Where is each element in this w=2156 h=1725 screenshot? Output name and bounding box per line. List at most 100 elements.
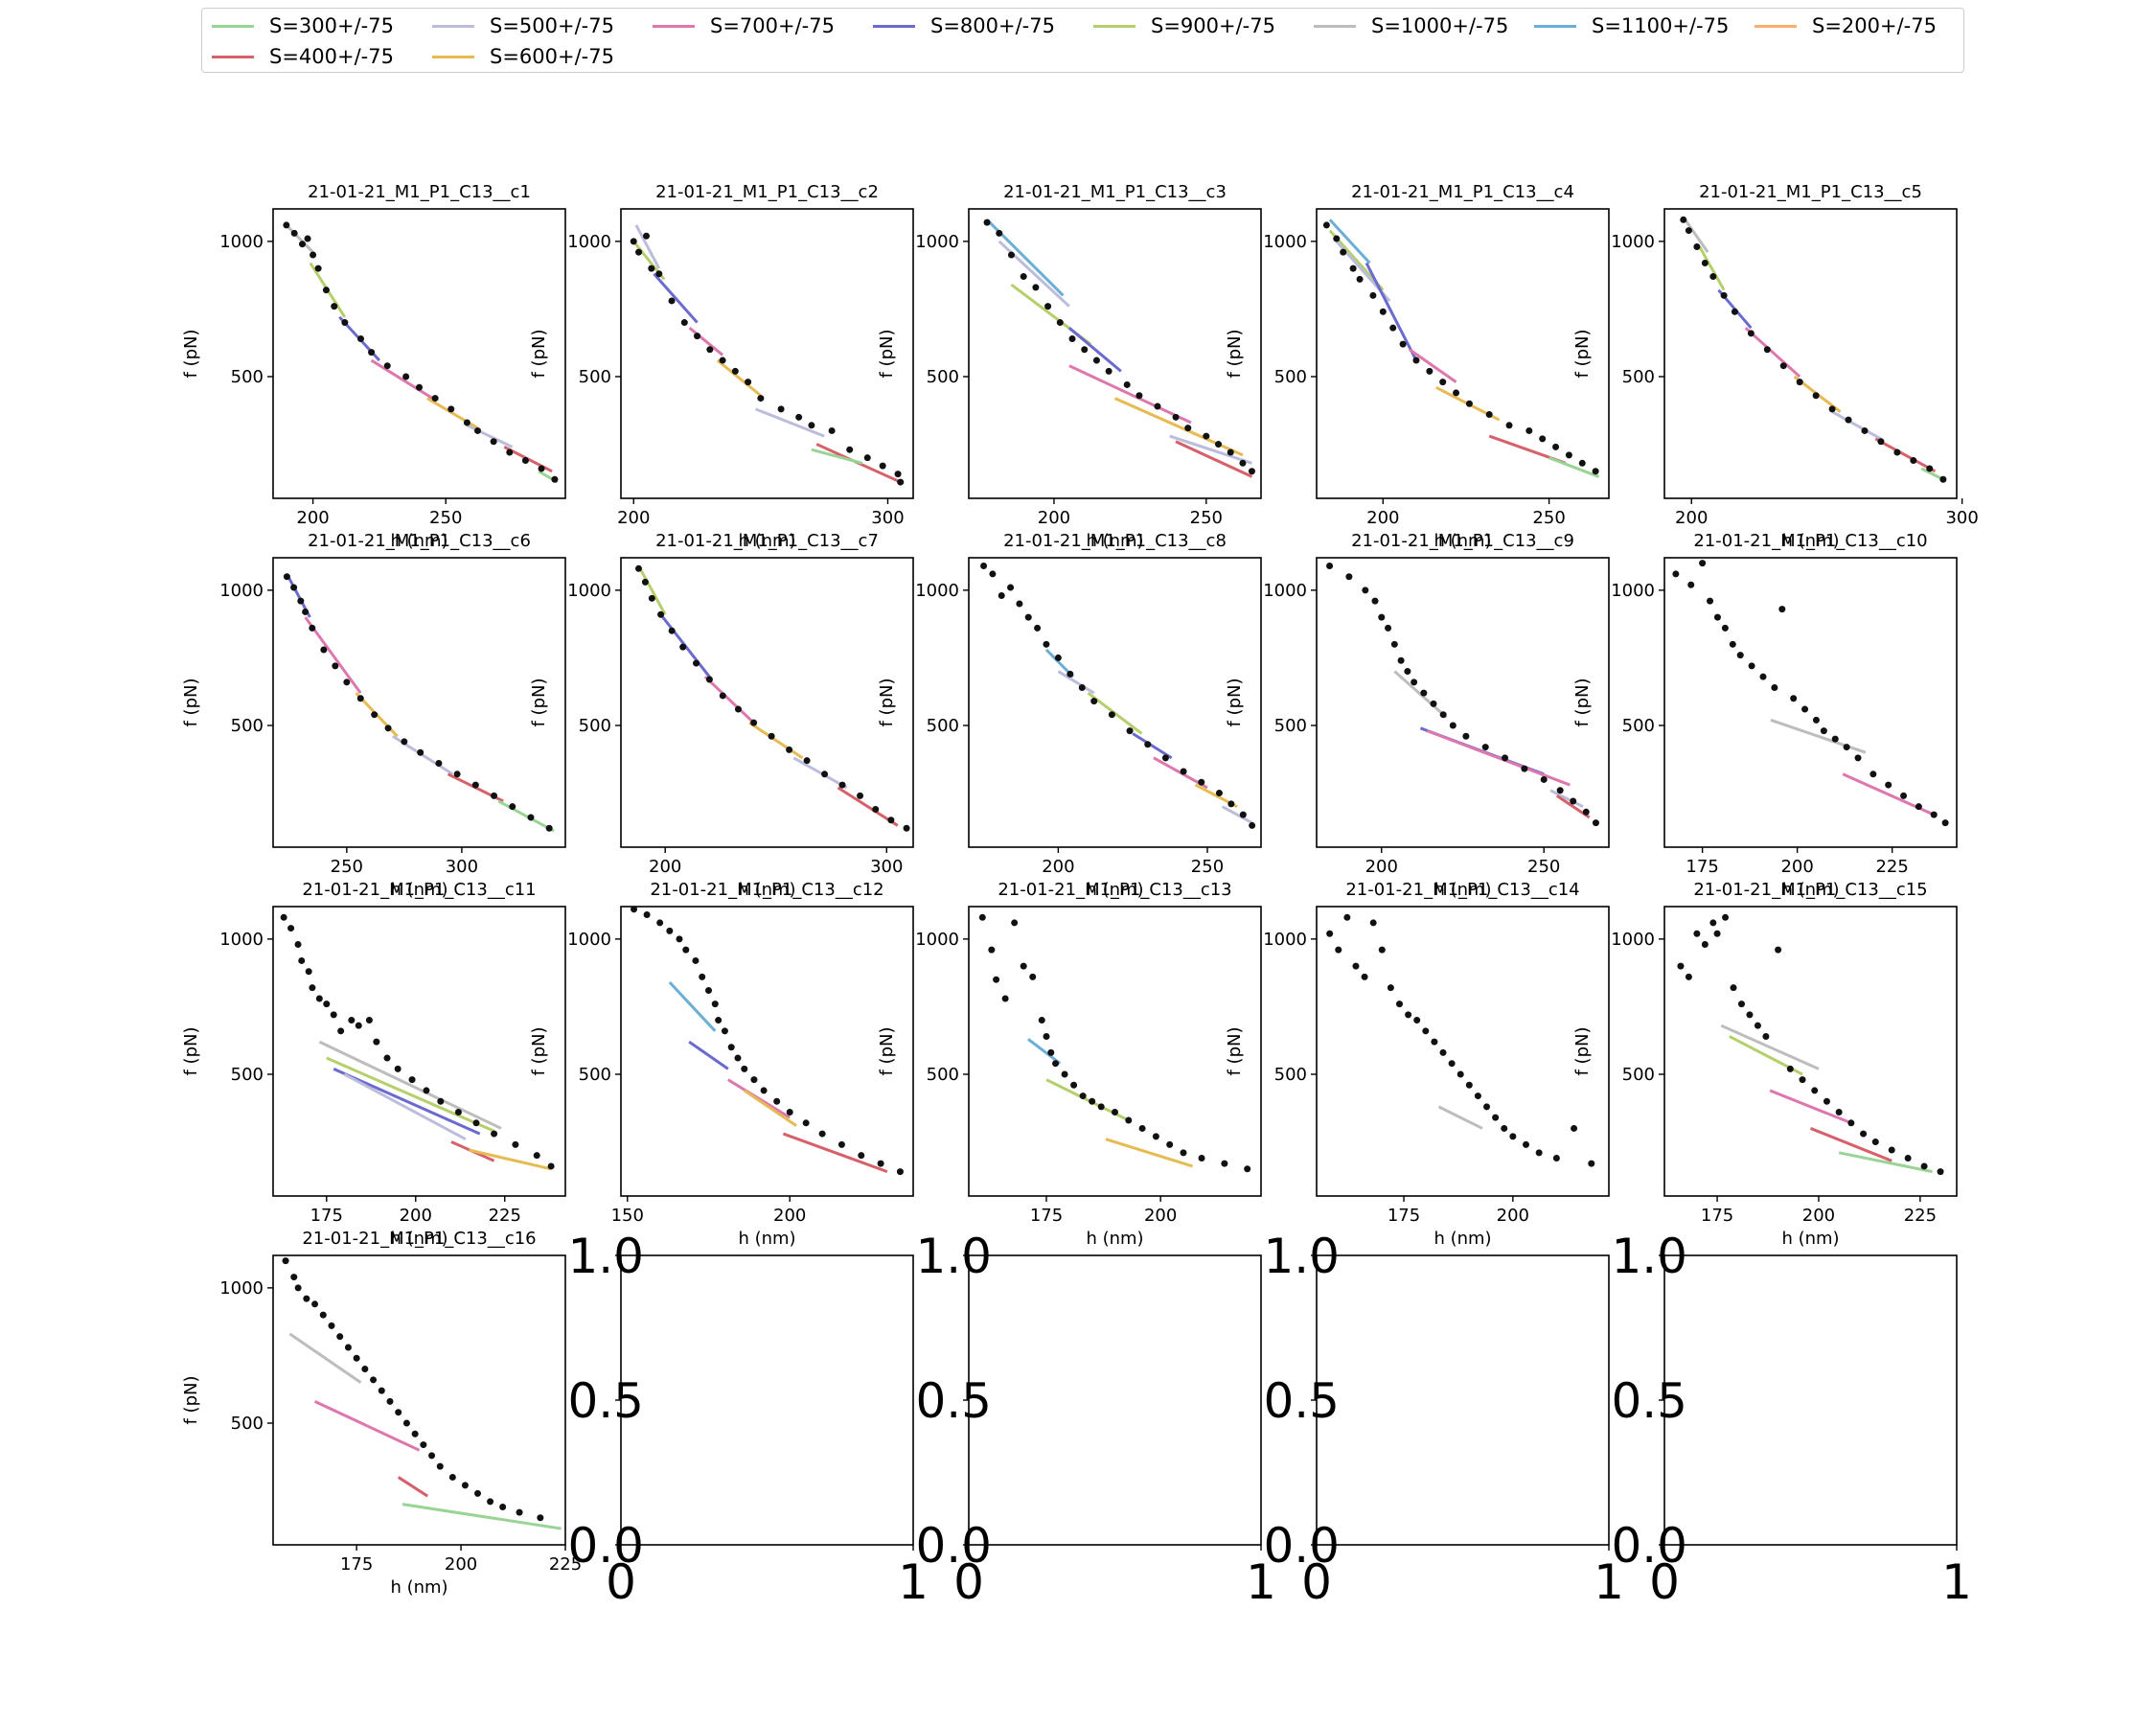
y-tick-label: 1000: [915, 930, 959, 950]
data-point: [290, 229, 298, 237]
data-point: [330, 1011, 337, 1019]
data-point: [1092, 356, 1100, 364]
subplot-title: 21-01-21_M1_P1_C13__c11: [302, 880, 536, 900]
y-tick-label: 1000: [915, 232, 959, 252]
axes-frame: [1316, 906, 1610, 1197]
plot-area: [980, 562, 1256, 829]
x-axis-label: h (nm): [738, 531, 795, 551]
data-point: [1052, 1060, 1060, 1068]
data-point: [1361, 973, 1368, 980]
data-point: [1335, 946, 1342, 954]
y-tick-label: 500: [231, 716, 264, 736]
x-axis-label: h (nm): [1434, 880, 1491, 900]
subplot: 21-01-21_M1_P1_C13__c13 500 1000 175 200 f (p…: [877, 880, 1262, 1249]
data-point: [1588, 1160, 1595, 1167]
subplot-title: 21-01-21_M1_P1_C13__c6: [308, 531, 531, 551]
fit-line: [1027, 1038, 1062, 1065]
x-tick-label: 175: [1701, 1206, 1733, 1226]
data-point: [341, 319, 349, 327]
data-point: [668, 627, 676, 634]
x-tick-label: 250: [429, 508, 462, 528]
fit-line: [1057, 670, 1095, 695]
x-tick-label: 0: [1301, 1554, 1332, 1610]
fit-line: [1169, 434, 1252, 465]
x-tick-label: 300: [446, 857, 478, 877]
fit-line: [703, 676, 755, 724]
axes-frame: [1663, 208, 1958, 499]
data-point: [1029, 973, 1037, 980]
plot-area: [634, 564, 910, 832]
data-point: [1693, 930, 1701, 937]
data-point: [1056, 319, 1064, 327]
data-point: [1721, 624, 1729, 632]
data-point: [1248, 468, 1255, 475]
fit-line: [1838, 1151, 1933, 1174]
x-axis-label: h (nm): [1086, 1229, 1143, 1249]
data-point: [1449, 722, 1456, 729]
data-point: [808, 422, 815, 429]
legend-label: S=900+/-75: [1151, 14, 1275, 37]
data-point: [1888, 1146, 1895, 1154]
data-point: [1123, 380, 1131, 388]
data-point: [750, 719, 758, 726]
x-tick-label: 1: [1246, 1554, 1276, 1610]
data-point: [1138, 1124, 1146, 1132]
x-tick-label: 0: [1649, 1554, 1680, 1610]
data-point: [1845, 416, 1852, 424]
fit-line: [688, 327, 724, 356]
legend-swatch: [432, 55, 474, 58]
data-point: [1861, 426, 1869, 434]
x-axis-label: h (nm): [1434, 531, 1491, 551]
data-point: [1345, 573, 1353, 581]
data-point: [1379, 308, 1387, 315]
subplot-title: 21-01-21_M1_P1_C13__c7: [655, 531, 879, 551]
data-point: [786, 746, 793, 753]
data-point: [1730, 984, 1737, 992]
x-axis-label: h (nm): [1086, 531, 1143, 551]
data-point: [1453, 389, 1460, 397]
data-point: [1578, 459, 1586, 467]
fit-line: [1426, 729, 1571, 787]
x-tick-label: 200: [1042, 857, 1074, 877]
y-tick-label: 500: [927, 1065, 959, 1085]
data-point: [1523, 1140, 1530, 1148]
x-tick-label: 225: [549, 1554, 582, 1575]
y-axis-label: f (pN): [877, 330, 897, 379]
data-point: [361, 1366, 369, 1373]
data-point: [692, 956, 700, 964]
y-tick-label: 1000: [219, 232, 264, 252]
subplot: 21-01-21_M1_P1_C13__c9 500 1000 200 250 f (pN…: [1225, 531, 1610, 900]
data-point: [760, 1087, 768, 1094]
data-point: [1007, 251, 1015, 259]
plot-area: [978, 913, 1251, 1173]
data-point: [768, 732, 775, 740]
subplot-title: 21-01-21_M1_P1_C13__c15: [1693, 880, 1927, 900]
data-point: [1786, 1065, 1794, 1072]
plot-area: [631, 907, 904, 1176]
data-point: [858, 1152, 865, 1160]
data-point: [1007, 584, 1015, 591]
subplot-title: 21-01-21_M1_P1_C13__c10: [1693, 531, 1927, 551]
y-tick-label: 1000: [1611, 930, 1655, 950]
x-axis-label: h (nm): [390, 880, 447, 900]
data-point: [1047, 1048, 1055, 1056]
y-axis-label: f (pN): [529, 678, 549, 727]
y-tick-label: 1000: [1263, 930, 1307, 950]
data-point: [1227, 800, 1235, 808]
data-point: [1677, 962, 1685, 970]
y-tick-label: 1000: [567, 581, 611, 601]
data-point: [1043, 640, 1050, 648]
legend-label: S=700+/-75: [710, 14, 835, 37]
fit-line: [1809, 1127, 1892, 1162]
y-axis-label: f (pN): [529, 1027, 549, 1076]
legend-swatch: [873, 24, 915, 28]
data-point: [837, 1140, 845, 1148]
legend-label: S=600+/-75: [490, 45, 614, 68]
data-point: [290, 584, 298, 591]
data-point: [1198, 778, 1205, 786]
x-tick-label: 200: [1038, 508, 1070, 528]
plot-area: [1677, 913, 1944, 1176]
data-point: [1215, 790, 1223, 797]
data-point: [311, 1300, 319, 1308]
data-point: [693, 659, 700, 667]
